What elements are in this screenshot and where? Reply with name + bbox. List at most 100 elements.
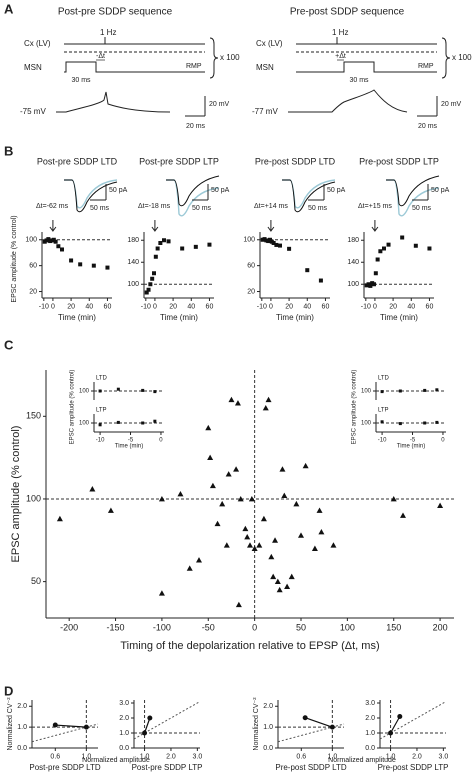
y-axis-label: EPSC amplitude (% control) [70,370,76,445]
x-axis-label: Time (min) [380,313,418,322]
x-tick-label: -100 [153,623,171,633]
label: Δt=+14 ms [254,203,288,210]
label: 50 pA [431,187,450,194]
data-point [423,421,427,425]
x-tick-label: 0 [269,303,273,310]
data-point [158,495,165,502]
data-point [437,502,444,508]
data-point [388,730,394,736]
brace [209,37,219,79]
data-point [302,715,308,721]
label: +Δt [335,53,346,60]
data-point [89,486,96,492]
data-point [214,520,221,527]
data-point [207,454,214,461]
label: Δt=+15 ms [358,203,392,210]
data-point [98,423,102,427]
x-tick-label: 20 [285,303,293,310]
data-point [251,545,258,551]
data-point [400,512,406,518]
data-point [52,722,58,728]
data-point [158,241,163,245]
y-tick-label: 180 [347,237,359,244]
data-point [152,271,156,276]
label: x 100 [220,53,240,62]
chart-title: Post-pre SDDP LTD [29,763,101,772]
data-point [435,388,439,392]
y-axis-label: Normalized CV⁻² [7,697,14,751]
x-tick-label: 20 [67,303,75,310]
data-point [228,396,235,403]
chart-title: Pre-post SDDP LTP [359,156,439,166]
y-tick-label: 1.0 [17,724,27,731]
data-point [69,258,74,263]
y-tick-label: 100 [25,237,37,244]
label: 50 pA [327,187,346,194]
data-line [55,724,87,728]
data-point [153,390,157,394]
y-tick-label: 50 [31,576,41,586]
label: MSN [256,63,274,72]
x-tick-label: 3.0 [438,753,448,760]
data-point [400,235,405,240]
data-point [144,290,149,295]
data-point [234,400,241,406]
label: x 100 [452,53,472,62]
data-point [78,262,83,267]
panel-letter: D [4,683,13,698]
data-point [372,282,376,287]
data-point [382,246,386,251]
voltage-trace [288,89,408,113]
y-tick-label: 2.0 [365,715,375,722]
stimulus-arrow [49,220,57,232]
data-point [116,387,120,391]
data-point [180,246,185,251]
chart-title: Pre-post SDDP LTD [275,763,347,772]
x-tick-label: 0 [373,303,377,310]
data-point [153,419,157,423]
y-axis-label: EPSC amplitude (% control) [11,215,18,302]
chart-title: LTD [96,376,108,382]
label: MSN [24,63,42,72]
data-point [116,420,120,424]
data-point [209,482,216,489]
label: -77 mV [252,107,278,116]
y-tick-label: 3.0 [365,700,375,707]
epsc-trace [64,179,118,213]
x-tick-label: 1.0 [327,753,337,760]
epsc-trace [166,175,220,207]
x-axis-label: Time (min) [58,313,96,322]
data-point [219,500,226,507]
data-point [398,389,402,393]
data-point [256,542,263,548]
label: -Δt [96,53,105,60]
x-axis-label: Timing of the depolarization relative to… [120,640,379,652]
x-axis-label: Time (min) [276,313,314,322]
data-point [235,601,242,608]
x-tick-label: 150 [386,623,401,633]
data-point [158,590,165,596]
data-point [368,283,373,288]
label: 50 ms [90,205,110,212]
label: Δt=-62 ms [36,203,69,210]
chart-title: Pre-post SDDP LTP [378,763,449,772]
data-point [247,542,253,548]
chart-title: Post-pre SDDP LTP [132,763,203,772]
y-tick-label: 2.0 [17,703,27,710]
data-point [244,533,251,540]
y-tick-label: 100 [26,493,41,503]
label: 30 ms [71,77,91,84]
stimulus-arrow [151,220,159,232]
data-point [153,254,158,259]
y-tick-label: 100 [361,421,372,427]
label: 30 ms [349,77,369,84]
y-tick-label: 140 [347,259,359,266]
data-point [293,500,300,507]
x-tick-label: 60 [206,303,214,310]
label: 50 ms [192,205,212,212]
x-tick-label: 2.0 [412,753,422,760]
label: -75 mV [20,107,46,116]
x-tick-label: 0 [51,303,55,310]
data-point [56,515,63,522]
data-point [311,545,318,551]
